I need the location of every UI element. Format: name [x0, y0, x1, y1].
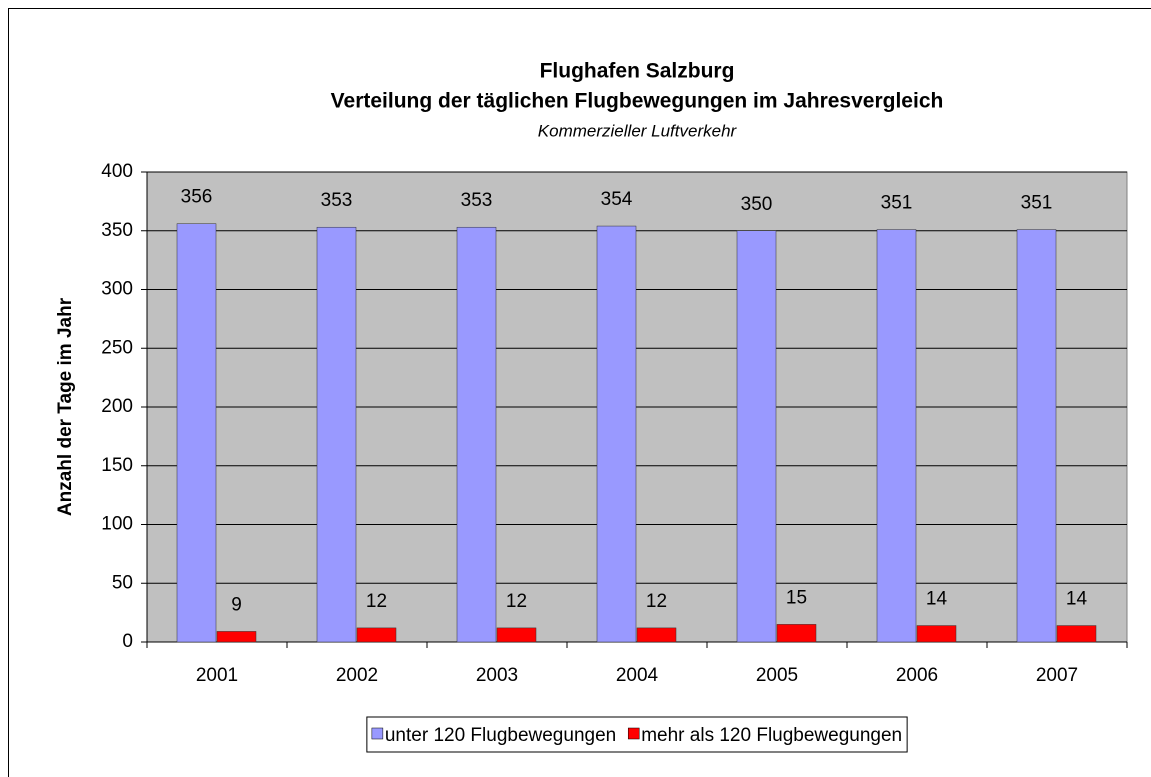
bar: [356, 627, 397, 643]
data-label: 356: [181, 187, 213, 208]
data-label: 354: [601, 189, 633, 210]
data-label: 351: [1021, 193, 1053, 214]
bar: [596, 225, 637, 643]
data-label: 351: [881, 193, 913, 214]
x-tick-label: 2004: [616, 665, 659, 686]
y-tick-label: 150: [101, 455, 133, 476]
data-label: 15: [786, 587, 807, 608]
bar: [456, 226, 497, 643]
data-label: 12: [646, 591, 667, 612]
chart-title: Flughafen Salzburg: [540, 60, 735, 83]
data-label: 350: [741, 194, 773, 215]
data-label: 12: [506, 591, 527, 612]
chart-title: Verteilung der täglichen Flugbewegungen …: [331, 90, 944, 113]
bar: [916, 625, 957, 643]
y-tick-label: 0: [122, 631, 133, 652]
bar: [776, 624, 817, 643]
y-tick-label: 100: [101, 514, 133, 535]
data-label: 9: [231, 594, 242, 615]
data-label: 14: [926, 589, 948, 610]
bar: [1016, 229, 1057, 643]
y-tick-label: 50: [112, 572, 133, 593]
x-tick-label: 2005: [756, 665, 798, 686]
x-tick-label: 2001: [196, 665, 238, 686]
y-tick-label: 300: [101, 279, 133, 300]
y-axis-label: Anzahl der Tage im Jahr: [55, 297, 76, 516]
y-tick-label: 250: [101, 337, 133, 358]
y-tick-label: 350: [101, 220, 133, 241]
x-tick-label: 2006: [896, 665, 938, 686]
legend-label: unter 120 Flugbewegungen: [385, 725, 616, 746]
y-tick-label: 400: [101, 161, 133, 182]
x-tick-label: 2007: [1036, 665, 1078, 686]
bar: [636, 627, 677, 643]
bar: [176, 223, 217, 643]
data-label: 353: [461, 190, 493, 211]
legend-label: mehr als 120 Flugbewegungen: [641, 725, 902, 746]
data-label: 353: [321, 190, 353, 211]
x-tick-label: 2002: [336, 665, 378, 686]
bar: [876, 229, 917, 643]
data-label: 14: [1066, 589, 1088, 610]
bar: [316, 226, 357, 643]
x-tick-label: 2003: [476, 665, 518, 686]
bar: [216, 631, 257, 643]
bar: [736, 230, 777, 643]
bar: [1056, 625, 1097, 643]
data-label: 12: [366, 591, 387, 612]
chart-subtitle: Kommerzieller Luftverkehr: [538, 121, 738, 140]
bar: [496, 627, 537, 643]
legend-swatch: [627, 727, 640, 740]
y-tick-label: 200: [101, 396, 133, 417]
legend-swatch: [371, 727, 384, 740]
